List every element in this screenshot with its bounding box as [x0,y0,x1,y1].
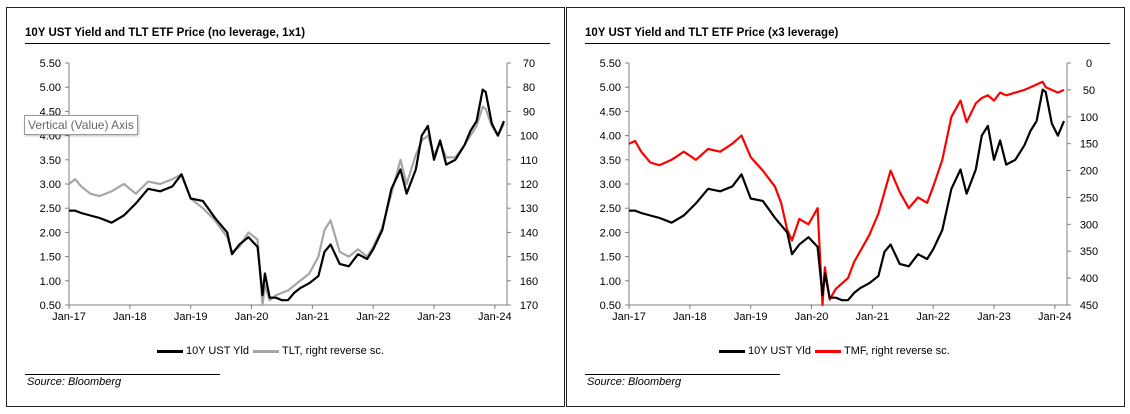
y-right-tick-label: 90 [523,106,535,118]
y-right-tick-label: 100 [520,131,538,143]
legend-swatch-icon [253,349,279,353]
y-left-tick-label: 5.00 [600,82,621,94]
y-left-tick-label: 4.50 [600,106,621,118]
y-right-tick-label: 200 [1080,166,1098,178]
chart-title: 10Y UST Yield and TLT ETF Price (no leve… [25,27,306,39]
y-left-tick-label: 2.50 [600,203,621,215]
x-tick-label: Jan-18 [113,311,147,323]
title-underline [25,43,550,44]
y-left-tick-label: 2.50 [40,203,61,215]
y-right-tick-label: 100 [1080,112,1098,124]
y-left-tick-label: 1.50 [600,252,621,264]
y-left-tick-label: 3.50 [600,155,621,167]
legend: 10Y UST Yld TMF, right reverse sc. [719,345,950,357]
legend-label: TLT, right reverse sc. [282,345,384,357]
y-right-tick-label: 70 [523,58,535,70]
chart-panel-left: 10Y UST Yield and TLT ETF Price (no leve… [6,7,565,407]
y-right-tick-label: 110 [520,155,538,167]
y-left-tick-label: 0.50 [600,300,621,312]
legend-item-tlt[interactable]: TLT, right reverse sc. [253,345,384,357]
x-tick-label: Jan-19 [174,311,208,323]
x-tick-label: Jan-22 [916,311,950,323]
chart-panel-right: 10Y UST Yield and TLT ETF Price (x3 leve… [566,7,1125,407]
y-right-tick-label: 250 [1080,192,1098,204]
legend-swatch-icon [719,349,745,353]
y-left-tick-label: 5.50 [40,58,61,70]
y-right-tick-label: 50 [1083,85,1095,97]
y-left-tick-label: 1.00 [600,276,621,288]
x-tick-label: Jan-20 [235,311,269,323]
x-tick-label: Jan-24 [1038,311,1072,323]
etf-series-line [68,105,505,307]
legend-item-yield[interactable]: 10Y UST Yld [719,345,811,357]
yield-series-line [69,88,506,302]
legend-swatch-icon [815,349,841,353]
chart-title: 10Y UST Yield and TLT ETF Price (x3 leve… [585,27,839,39]
source-note: Source: Bloomberg [27,376,122,388]
y-right-tick-label: 170 [520,300,538,312]
x-tick-label: Jan-17 [612,311,646,323]
x-tick-label: Jan-20 [795,311,829,323]
x-tick-label: Jan-18 [673,311,707,323]
yield-series-line [629,88,1066,302]
y-left-tick-label: 1.00 [40,276,61,288]
y-left-tick-label: 2.00 [40,227,61,239]
y-left-tick-label: 1.50 [40,252,61,264]
x-tick-label: Jan-21 [856,311,890,323]
y-right-tick-label: 130 [520,203,538,215]
axis-tooltip: Vertical (Value) Axis [24,115,138,135]
x-tick-label: Jan-21 [296,311,330,323]
y-right-tick-label: 150 [1080,139,1098,151]
legend-item-tmf[interactable]: TMF, right reverse sc. [815,345,950,357]
y-right-tick-label: 140 [520,227,538,239]
x-tick-label: Jan-23 [977,311,1011,323]
legend-label: 10Y UST Yld [748,345,811,357]
y-left-tick-label: 3.50 [40,155,61,167]
legend-label: TMF, right reverse sc. [844,345,950,357]
x-tick-label: Jan-23 [417,311,451,323]
y-right-tick-label: 150 [520,252,538,264]
y-right-tick-label: 120 [520,179,538,191]
title-underline [585,43,1110,44]
x-tick-label: Jan-24 [478,311,512,323]
y-left-tick-label: 0.50 [40,300,61,312]
y-left-tick-label: 3.00 [600,179,621,191]
y-left-tick-label: 4.00 [600,131,621,143]
legend-item-yield[interactable]: 10Y UST Yld [157,345,249,357]
etf-series-line [628,80,1065,307]
y-left-tick-label: 5.50 [600,58,621,70]
source-rule [25,374,220,375]
source-note: Source: Bloomberg [587,376,682,388]
y-right-tick-label: 80 [523,82,535,94]
chart-svg: 0.501.001.502.002.503.003.504.004.505.00… [40,58,539,323]
x-tick-label: Jan-19 [734,311,768,323]
y-right-tick-label: 160 [520,276,538,288]
legend-label: 10Y UST Yld [186,345,249,357]
x-tick-label: Jan-22 [356,311,390,323]
y-left-tick-label: 2.00 [600,227,621,239]
y-right-tick-label: 300 [1080,219,1098,231]
y-right-tick-label: 400 [1080,273,1098,285]
y-left-tick-label: 5.00 [40,82,61,94]
y-right-tick-label: 0 [1086,58,1092,70]
y-left-tick-label: 3.00 [40,179,61,191]
legend: 10Y UST Yld TLT, right reverse sc. [157,345,384,357]
chart-svg: 0.50 1.00 1.50 2.00 2.50 3.00 3.50 4.00 4.50 5.00… [600,58,1099,323]
source-rule [585,374,780,375]
y-right-tick-label: 450 [1080,300,1098,312]
legend-swatch-icon [157,349,183,353]
x-tick-label: Jan-17 [52,311,86,323]
y-right-tick-label: 350 [1080,246,1098,258]
